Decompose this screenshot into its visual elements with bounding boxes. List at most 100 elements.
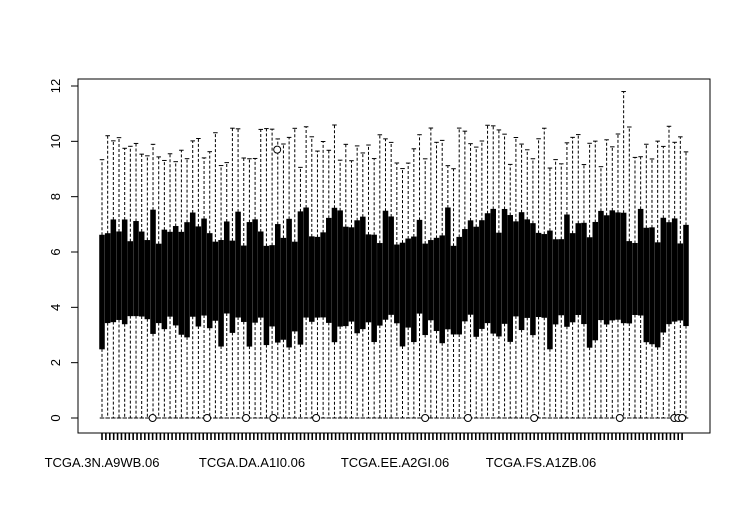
box-48 [372, 159, 377, 418]
box-body [275, 225, 280, 342]
box-body [434, 238, 439, 330]
box-body [485, 214, 490, 323]
box-body [117, 232, 122, 319]
box-32 [281, 144, 286, 418]
box-42 [338, 160, 343, 418]
box-body [134, 222, 139, 316]
box-4 [122, 148, 127, 418]
box-body [139, 232, 144, 316]
box-body [667, 223, 672, 324]
box-body [100, 235, 105, 349]
box-body [344, 227, 349, 325]
box-body [219, 241, 224, 347]
box-40 [327, 150, 332, 418]
box-body [241, 246, 246, 321]
box-body [519, 213, 524, 330]
box-body [355, 221, 360, 333]
box-33 [287, 137, 292, 418]
box-102 [678, 137, 683, 418]
box-95 [638, 157, 643, 418]
box-76 [531, 159, 536, 418]
box-body [264, 246, 269, 344]
box-body [395, 245, 400, 323]
box-body [616, 213, 621, 319]
box-46 [361, 153, 366, 418]
box-body [185, 223, 190, 337]
box-97 [650, 159, 655, 418]
box-100 [667, 126, 672, 418]
box-body [502, 209, 507, 323]
box-body [491, 209, 496, 333]
box-body [145, 241, 150, 319]
box-20 [213, 133, 218, 418]
box-89 [604, 140, 609, 418]
box-103 [684, 152, 689, 418]
box-94 [633, 157, 638, 418]
box-body [582, 223, 587, 323]
box-57 [423, 159, 428, 418]
box-18 [202, 158, 207, 418]
box-body [480, 221, 485, 329]
box-67 [480, 141, 485, 418]
outlier-point-4 [274, 146, 281, 153]
box-body [383, 211, 388, 319]
box-64 [463, 131, 468, 418]
box-21 [219, 166, 224, 418]
box-93 [627, 127, 632, 418]
box-81 [559, 164, 564, 418]
box-77 [536, 139, 541, 418]
box-58 [429, 128, 434, 418]
box-body [423, 244, 428, 334]
box-body [162, 230, 167, 329]
box-body [389, 217, 394, 314]
box-body [372, 235, 377, 341]
box-body [310, 237, 315, 321]
box-5 [128, 146, 133, 418]
box-body [105, 234, 110, 323]
outlier-point-2 [243, 415, 250, 422]
box-body [440, 236, 445, 343]
outlier-point-7 [464, 415, 471, 422]
box-17 [196, 139, 201, 418]
box-body [655, 243, 660, 347]
box-66 [474, 147, 479, 418]
box-79 [548, 168, 553, 418]
box-body [196, 227, 201, 326]
box-body [531, 224, 536, 335]
box-body [230, 241, 235, 332]
box-83 [570, 137, 575, 418]
box-9 [151, 144, 156, 418]
box-body [151, 210, 156, 333]
outlier-point-6 [422, 415, 429, 422]
box-body [406, 239, 411, 327]
box-8 [145, 156, 150, 418]
box-35 [298, 167, 303, 418]
box-27 [253, 158, 258, 418]
y-tick-label-10: 10 [48, 134, 63, 148]
y-tick-label-0: 0 [48, 414, 63, 421]
box-body [315, 237, 320, 317]
box-body [508, 216, 513, 342]
box-25 [241, 158, 246, 418]
box-38 [315, 151, 320, 418]
box-body [633, 243, 638, 314]
box-85 [582, 165, 587, 418]
box-43 [344, 144, 349, 418]
box-37 [310, 137, 315, 418]
box-body [378, 244, 383, 326]
box-51 [389, 142, 394, 418]
box-71 [502, 134, 507, 418]
box-body [457, 237, 462, 334]
box-75 [525, 150, 530, 418]
x-tick-label-3: TCGA.FS.A1ZB.06 [486, 455, 597, 470]
box-body [525, 220, 530, 318]
box-body [253, 220, 258, 322]
box-body [224, 222, 229, 313]
box-body [287, 219, 292, 347]
box-41 [332, 125, 337, 418]
outlier-point-12 [679, 415, 686, 422]
box-body [361, 217, 366, 328]
box-body [168, 232, 173, 316]
box-87 [593, 141, 598, 418]
box-body [332, 208, 337, 341]
